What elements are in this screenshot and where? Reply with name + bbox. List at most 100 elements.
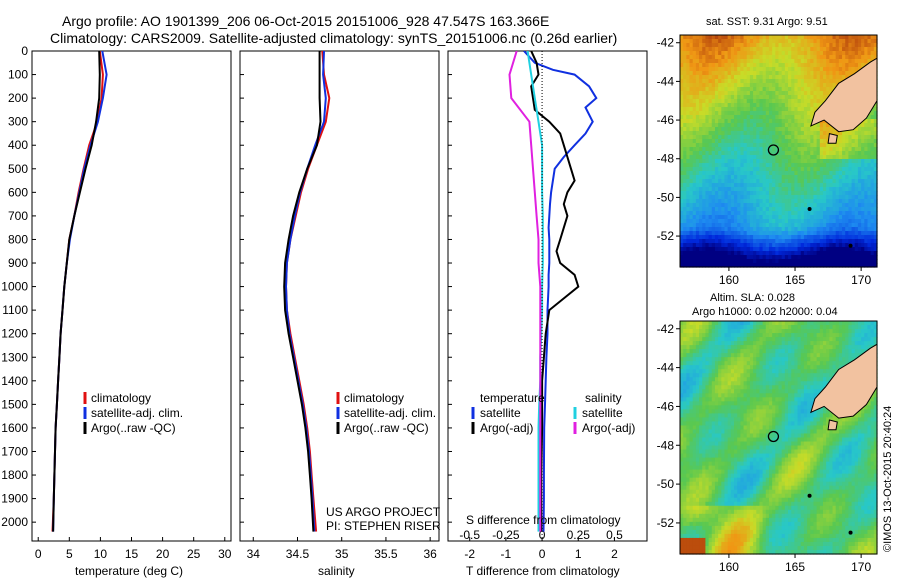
- depth-tick-label: 1200: [1, 327, 28, 341]
- x-tick-label: 35: [335, 547, 349, 561]
- depth-axis: 0100200300400500600700800900100011001200…: [1, 44, 36, 529]
- depth-tick-label: 1900: [1, 492, 28, 506]
- depth-tick-label: 500: [8, 162, 28, 176]
- salinity-y-ticks: [240, 51, 244, 522]
- depth-tick-label: 0: [21, 44, 28, 58]
- sla-map-title-line1: Altim. SLA: 0.028: [710, 292, 795, 304]
- stewart-island: [828, 420, 837, 430]
- sst-map-title: sat. SST: 9.31 Argo: 9.51: [706, 16, 828, 28]
- depth-tick-label: 1400: [1, 374, 28, 388]
- imos-credit: ©IMOS 13-Oct-2015 20:40:24: [882, 406, 894, 552]
- x-tick-label: 0: [35, 547, 42, 561]
- depth-tick-label: 700: [8, 209, 28, 223]
- x-tick-label: 2: [611, 547, 618, 561]
- map-y-tick-label: -44: [657, 74, 675, 88]
- x-tick-label: 30: [218, 547, 232, 561]
- island-marker: [849, 531, 853, 535]
- sst-map: 160 165 170 -42 -44 -46 -48 -50 -52: [657, 35, 878, 287]
- map-y-tick-label: -46: [657, 399, 675, 413]
- depth-tick-label: 1500: [1, 397, 28, 411]
- difference-y-ticks: [448, 51, 452, 522]
- sla-map: 160 165 170 -42 -44 -46 -48 -50 -52: [657, 321, 878, 574]
- s-difference-x-label: S difference from climatology: [466, 513, 621, 527]
- map-y-tick-label: -50: [657, 477, 675, 491]
- map-y-tick-label: -42: [657, 322, 675, 336]
- sst-map-panel: sat. SST: 9.31 Argo: 9.51 160 165 170 -42 -4…: [657, 16, 878, 287]
- map-x-tick-label: 170: [851, 273, 871, 287]
- map-y-tick-label: -42: [657, 36, 675, 50]
- map-y-tick-label: -50: [657, 190, 675, 204]
- x-tick-label: 34.5: [286, 547, 310, 561]
- map-x-tick-label: 165: [785, 273, 805, 287]
- s-diff-tick-label: 0.25: [567, 528, 591, 542]
- x-tick-label: 35.5: [374, 547, 398, 561]
- depth-tick-label: 1300: [1, 350, 28, 364]
- legend-label-satellite: satellite-adj. clim.: [344, 406, 436, 420]
- depth-tick-label: 100: [8, 68, 28, 82]
- depth-tick-label: 200: [8, 91, 28, 105]
- legend-label-s-satellite: satellite: [582, 406, 623, 420]
- depth-tick-label: 900: [8, 256, 28, 270]
- legend-label-s-argo: Argo(-adj): [582, 421, 635, 435]
- s-diff-tick-label: 0.5: [606, 528, 623, 542]
- x-tick-label: -1: [501, 547, 512, 561]
- sla-map-panel: Altim. SLA: 0.028 Argo h1000: 0.02 h2000…: [657, 292, 878, 574]
- temperature-axes-frame: [32, 51, 231, 541]
- depth-tick-label: 400: [8, 138, 28, 152]
- x-tick-label: 15: [125, 547, 139, 561]
- legend-label-argo: Argo(..raw -QC): [91, 421, 176, 435]
- map-y-tick-label: -48: [657, 438, 675, 452]
- depth-tick-label: 800: [8, 232, 28, 246]
- legend-label-argo: Argo(..raw -QC): [344, 421, 429, 435]
- legend-title-salinity: salinity: [585, 391, 622, 405]
- depth-tick-label: 600: [8, 185, 28, 199]
- stewart-island: [828, 134, 837, 144]
- depth-tick-label: 1600: [1, 421, 28, 435]
- x-tick-label: 0: [539, 547, 546, 561]
- legend-label-climatology: climatology: [344, 391, 404, 405]
- figure-title-line2: Climatology: CARS2009. Satellite-adjuste…: [50, 30, 617, 46]
- salinity-panel: 34 34.5 35 35.5 36 salinity climatology sate…: [240, 51, 441, 578]
- legend-label-climatology: climatology: [91, 391, 151, 405]
- depth-tick-label: 1800: [1, 468, 28, 482]
- map-x-tick-label: 160: [719, 273, 739, 287]
- salinity-x-label: salinity: [318, 564, 355, 578]
- x-tick-label: 36: [423, 547, 437, 561]
- map-y-tick-label: -52: [657, 516, 675, 530]
- legend-title-temperature: temperature: [480, 391, 545, 405]
- salinity-axes-frame: [240, 51, 439, 541]
- x-tick-label: 34: [247, 547, 261, 561]
- pi-annotation: PI: STEPHEN RISER: [326, 519, 441, 533]
- map-y-tick-label: -48: [657, 152, 675, 166]
- x-tick-label: 1: [575, 547, 582, 561]
- island-marker: [808, 494, 812, 498]
- depth-tick-label: 300: [8, 115, 28, 129]
- figure-title-line1: Argo profile: AO 1901399_206 06-Oct-2015…: [62, 13, 549, 29]
- temperature-x-label: temperature (deg C): [75, 564, 183, 578]
- depth-tick-label: 2000: [1, 515, 28, 529]
- project-annotation: US ARGO PROJECT: [326, 505, 441, 519]
- map-y-tick-label: -52: [657, 229, 675, 243]
- map-y-tick-label: -46: [657, 113, 675, 127]
- legend-label-t-satellite: satellite: [480, 406, 521, 420]
- map-x-tick-label: 165: [785, 560, 805, 574]
- s-diff-tick-label: -0.25: [492, 528, 520, 542]
- map-y-tick-label: -44: [657, 361, 675, 375]
- x-tick-label: 20: [156, 547, 170, 561]
- depth-tick-label: 1700: [1, 444, 28, 458]
- map-x-tick-label: 170: [851, 560, 871, 574]
- legend-label-t-argo: Argo(-adj): [480, 421, 533, 435]
- temperature-panel: 0100200300400500600700800900100011001200…: [1, 44, 231, 578]
- map-x-tick-label: 160: [719, 560, 739, 574]
- legend-label-satellite: satellite-adj. clim.: [91, 406, 183, 420]
- s-diff-tick-label: -0.5: [459, 528, 480, 542]
- t-difference-x-label: T difference from climatology: [466, 564, 620, 578]
- island-marker: [808, 207, 812, 211]
- sla-map-title-line2: Argo h1000: 0.02 h2000: 0.04: [692, 306, 838, 318]
- island-marker: [849, 244, 853, 248]
- depth-tick-label: 1000: [1, 280, 28, 294]
- x-tick-label: 5: [66, 547, 73, 561]
